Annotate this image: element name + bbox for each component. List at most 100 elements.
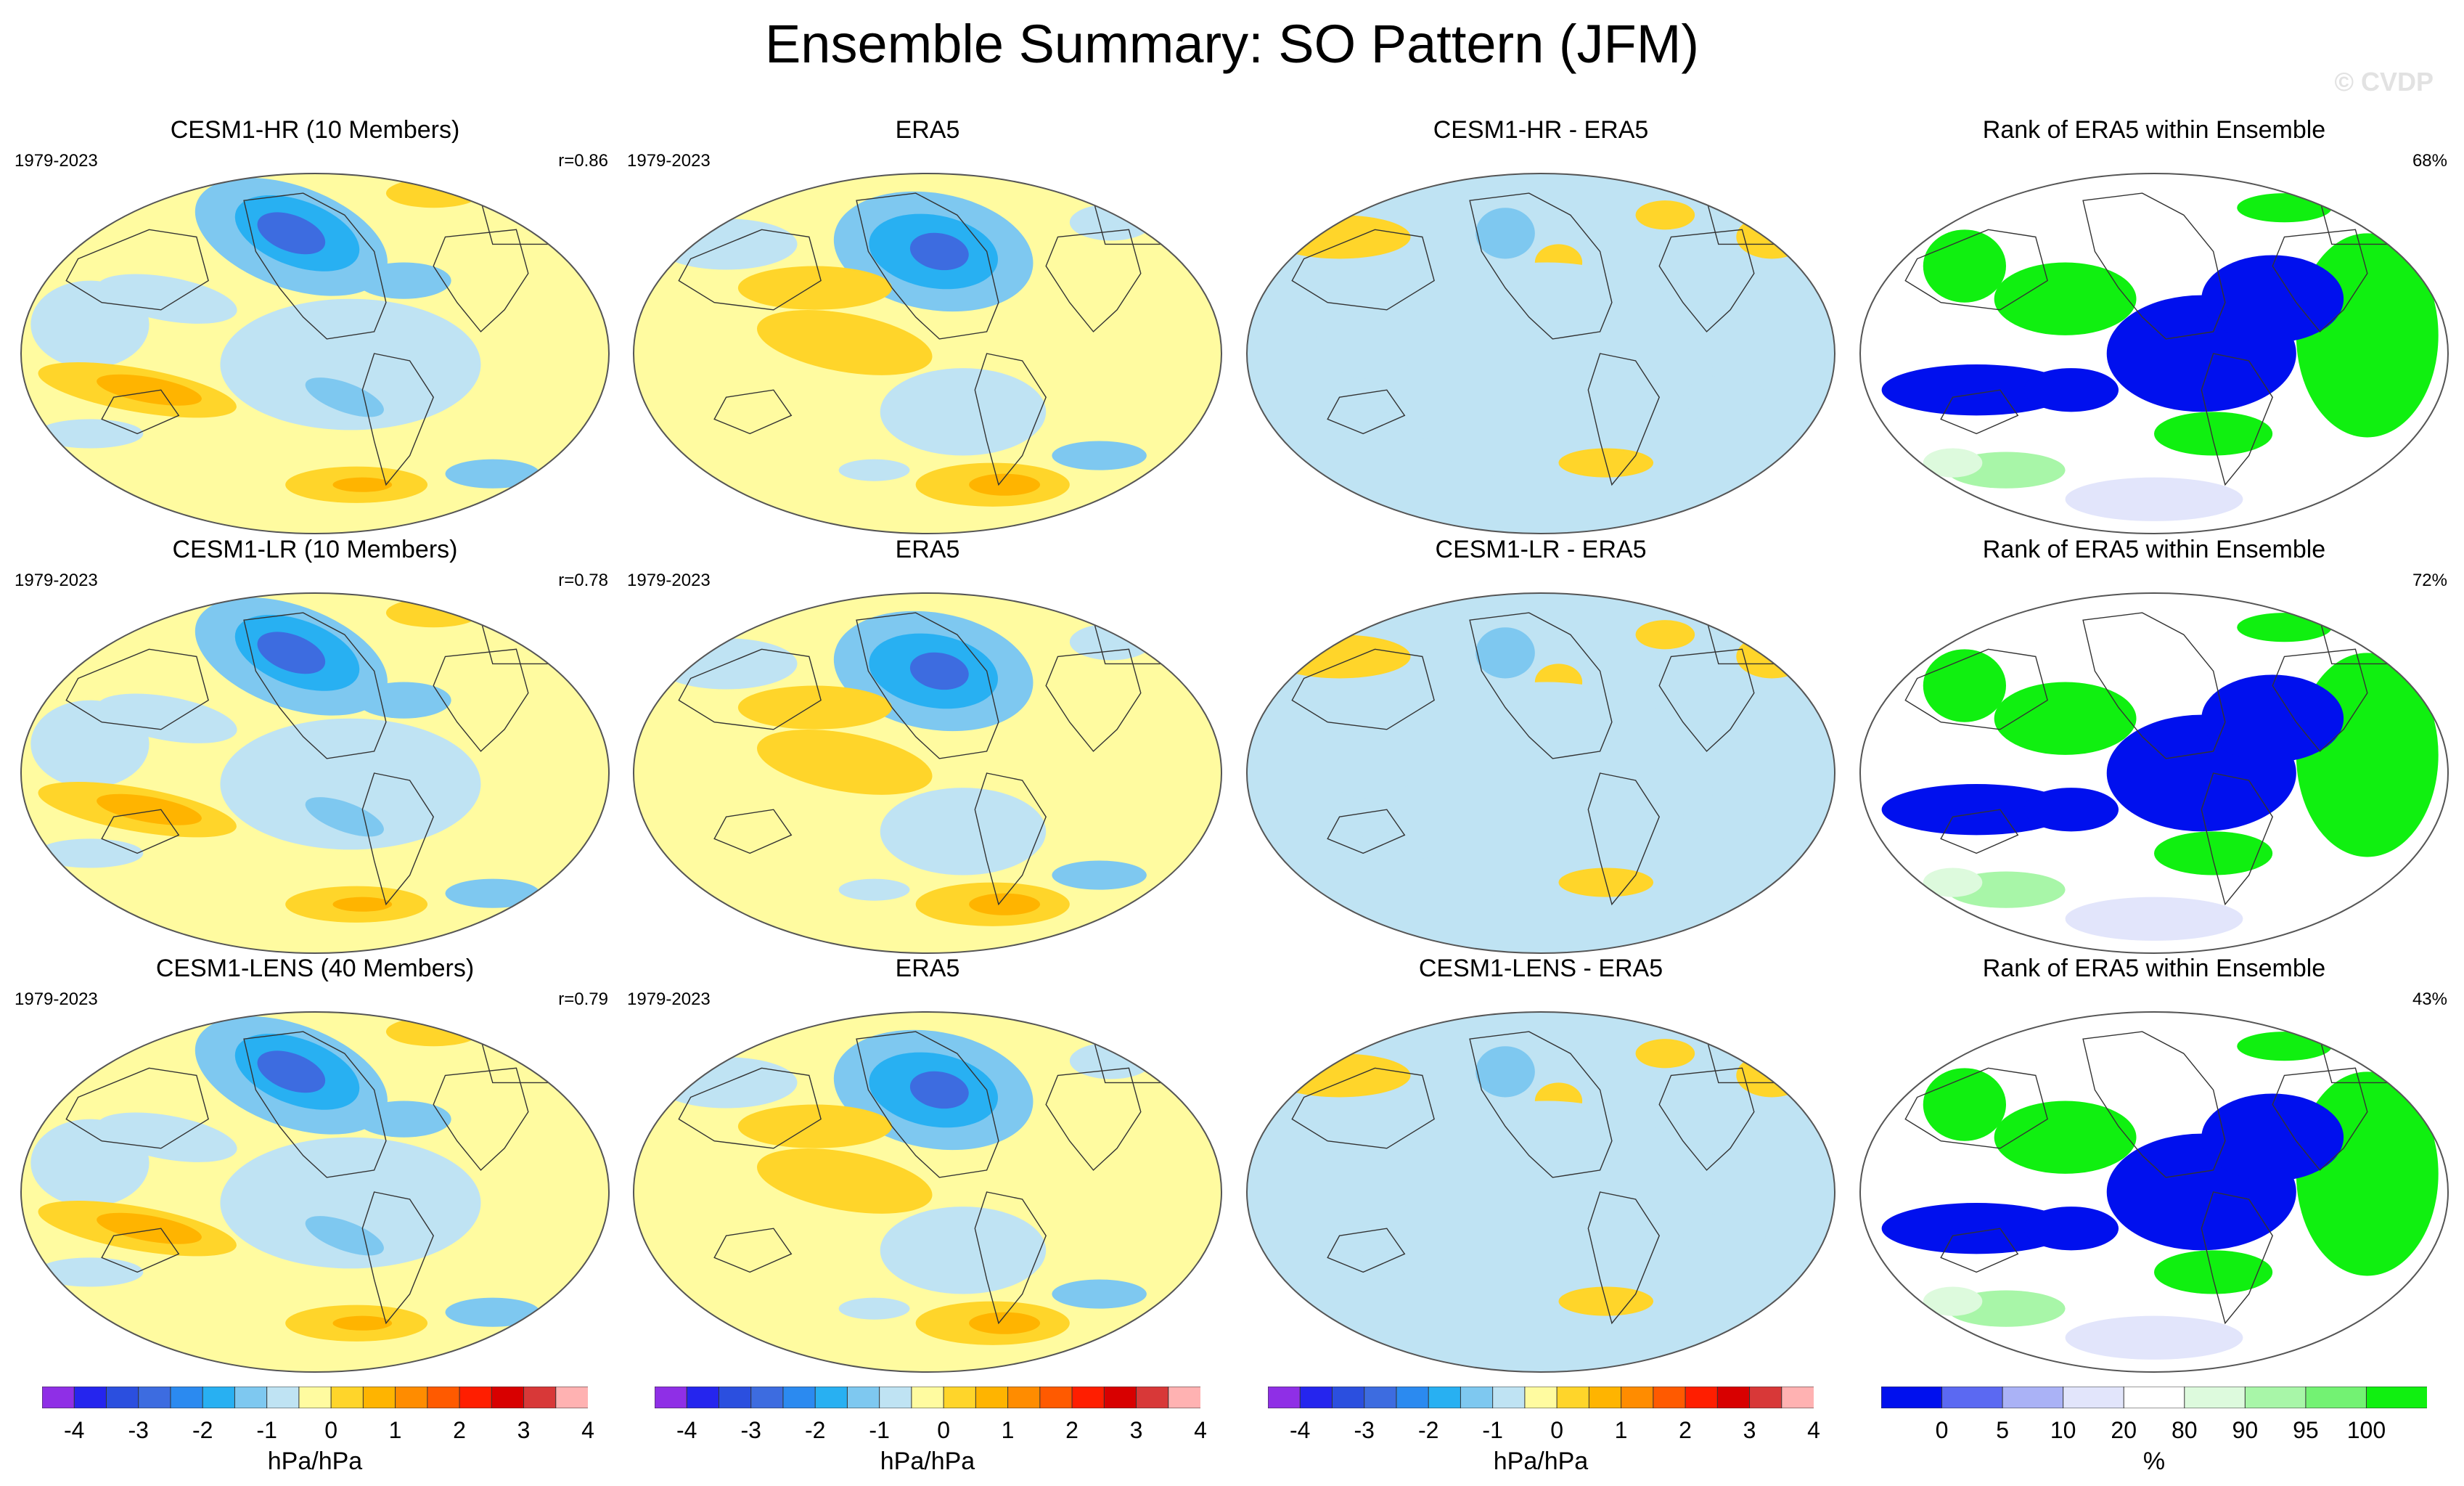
colorbar-tick-label: -3: [740, 1417, 761, 1443]
colorbar-swatch: [362, 1387, 396, 1408]
contour-region: [2154, 1250, 2273, 1294]
colorbar-swatch: [814, 1387, 848, 1408]
contour-region: [838, 878, 910, 901]
colorbar-swatch: [911, 1387, 945, 1408]
colorbar: [655, 1387, 1200, 1408]
contour-region: [1635, 1039, 1695, 1069]
contour-region: [1635, 200, 1695, 230]
contour-region: [97, 793, 202, 825]
colorbar-tick-label: 2: [1679, 1417, 1692, 1443]
map-border: [633, 1011, 1222, 1373]
contour-region: [1052, 441, 1147, 470]
panel-title: CESM1-LENS (40 Members): [155, 955, 475, 982]
contour-region: [1351, 412, 1446, 441]
contour-region: [356, 682, 451, 719]
coastline: [678, 229, 822, 311]
coastline: [856, 612, 999, 759]
contour-region: [969, 1312, 1041, 1334]
map-border: [1246, 1011, 1835, 1373]
colorbar-swatch: [1653, 1387, 1687, 1408]
colorbar-swatch: [1621, 1387, 1654, 1408]
colorbar-tick-label: 1: [1001, 1417, 1015, 1443]
contour-region: [305, 377, 384, 417]
contour-region: [36, 838, 144, 868]
colorbar-tick-label: -2: [804, 1417, 826, 1443]
contour-region: [305, 797, 384, 837]
colorbar: [1268, 1387, 1814, 1408]
contour-region: [1881, 1203, 2071, 1254]
map-model: [20, 592, 610, 954]
contour-region: [737, 266, 893, 310]
map-border: [20, 592, 610, 954]
contour-region: [97, 274, 237, 324]
coastline: [2272, 648, 2368, 752]
contour-region: [1351, 1250, 1446, 1280]
coastline: [243, 1031, 387, 1178]
map-border: [1859, 1011, 2449, 1373]
map-rank: [1859, 592, 2449, 954]
contour-region: [880, 368, 1047, 456]
contour-region: [838, 459, 910, 481]
figure-title: Ensemble Summary: SO Pattern (JFM): [764, 14, 1700, 74]
contour-region: [1315, 1130, 1423, 1218]
colorbar-tick-label: 3: [1743, 1417, 1756, 1443]
contour-region: [909, 652, 969, 690]
colorbar-swatch: [1460, 1387, 1494, 1408]
coastline: [1469, 612, 1613, 759]
contour-region: [2237, 1032, 2332, 1061]
coastline: [433, 229, 529, 332]
contour-region: [1635, 620, 1695, 650]
contour-region: [2201, 255, 2344, 343]
coastline: [1904, 648, 2048, 730]
colorbar-swatch: [686, 1387, 720, 1408]
colorbar-tick-label: 90: [2232, 1417, 2259, 1443]
map-rank: [1859, 1011, 2449, 1373]
map-border: [20, 1011, 610, 1373]
contour-region: [332, 1315, 393, 1331]
contour-region: [737, 685, 893, 730]
contour-region: [757, 1148, 933, 1214]
colorbar-swatch: [1103, 1387, 1137, 1408]
map-rank: [1859, 173, 2449, 534]
contour-region: [445, 1297, 541, 1327]
colorbar-swatch: [330, 1387, 364, 1408]
contour-region: [1736, 215, 1808, 259]
colorbar-swatch: [1364, 1387, 1397, 1408]
contour-region: [2154, 412, 2273, 456]
colorbar-swatch: [491, 1387, 525, 1408]
contour-region: [220, 1137, 481, 1269]
contour-region: [1052, 860, 1147, 890]
coastline: [2272, 1067, 2368, 1171]
panel-years: 1979-2023: [15, 989, 98, 1009]
colorbar-swatch: [1007, 1387, 1041, 1408]
colorbar-tick-label: -1: [869, 1417, 890, 1443]
contour-region: [1052, 1279, 1147, 1309]
coastline: [1940, 1228, 2019, 1273]
colorbar-swatch: [555, 1387, 588, 1408]
coastline: [1587, 772, 1660, 906]
colorbar-swatch: [1556, 1387, 1590, 1408]
colorbar-swatch: [1941, 1387, 2004, 1408]
coastline: [2201, 353, 2273, 486]
panel-stat: 68%: [2412, 151, 2447, 171]
colorbar-unit-label: hPa/hPa: [267, 1448, 363, 1475]
coastline: [974, 772, 1047, 906]
contour-region: [1923, 649, 2006, 722]
coastline: [1045, 1067, 1142, 1171]
contour-region: [2296, 233, 2439, 438]
contour-region: [445, 878, 541, 908]
colorbar-swatch: [943, 1387, 977, 1408]
colorbar-swatch: [1524, 1387, 1558, 1408]
contour-region: [356, 1101, 451, 1138]
panel-title: Rank of ERA5 within Ensemble: [1982, 536, 2326, 563]
contour-region: [1994, 682, 2137, 755]
contour-region: [909, 232, 969, 271]
colorbar-unit-label: %: [2142, 1448, 2166, 1475]
colorbar-tick-label: -1: [256, 1417, 277, 1443]
contour-region: [332, 897, 393, 912]
panel-title: Rank of ERA5 within Ensemble: [1982, 955, 2326, 982]
coastline: [101, 1228, 180, 1273]
colorbar-tick-label: 1: [1614, 1417, 1628, 1443]
colorbar-unit-label: hPa/hPa: [880, 1448, 975, 1475]
contour-region: [36, 419, 144, 449]
